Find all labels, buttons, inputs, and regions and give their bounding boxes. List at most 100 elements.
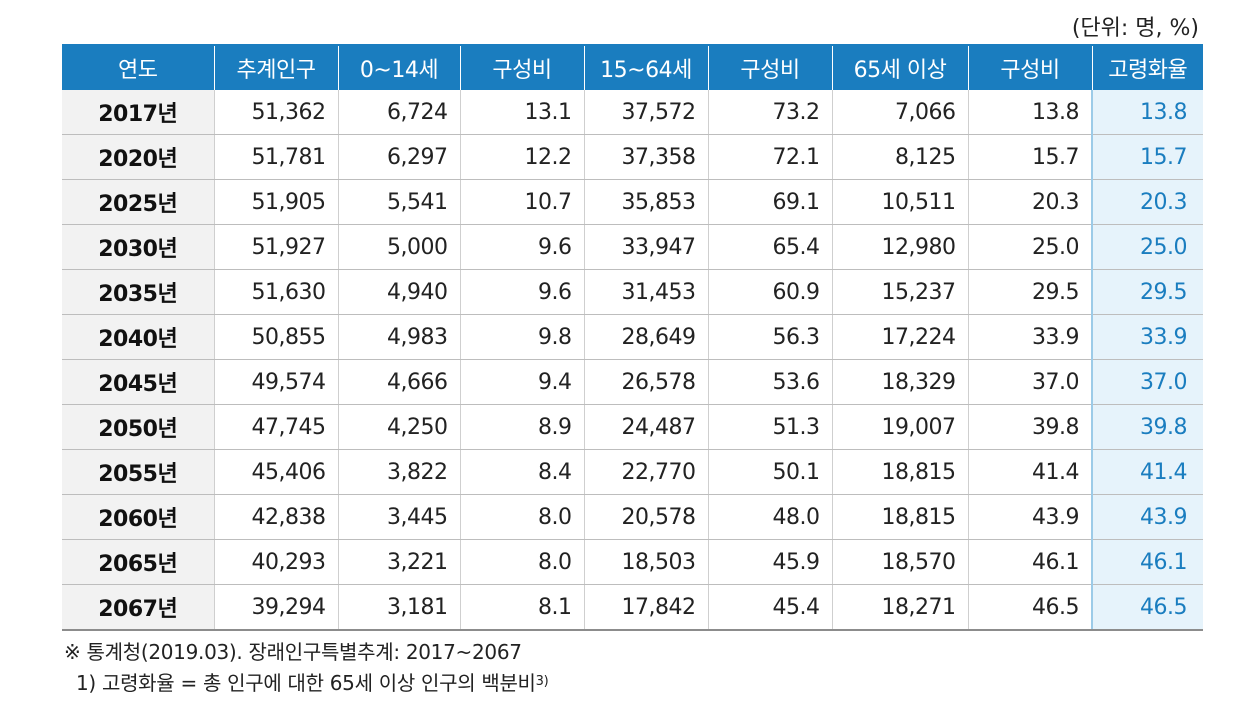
age-65-plus-cell: 7,066 xyxy=(831,90,968,135)
header-ratio-15-64: 구성비 xyxy=(707,44,832,90)
age-15-64-cell: 22,770 xyxy=(583,449,708,495)
total-population-cell: 47,745 xyxy=(213,404,338,450)
ratio-65-plus-cell: 46.5 xyxy=(967,584,1092,631)
age-65-plus-cell: 19,007 xyxy=(831,404,968,450)
ratio-0-14-cell: 9.4 xyxy=(459,359,584,405)
ratio-15-64-cell: 72.1 xyxy=(707,134,832,180)
population-table: 연도 추계인구 0~14세 구성비 15~64세 구성비 65세 이상 구성비 … xyxy=(62,44,1203,631)
ratio-15-64-cell: 65.4 xyxy=(707,224,832,270)
header-age-15-64: 15~64세 xyxy=(583,44,708,90)
year-cell: 2050년 xyxy=(62,404,214,450)
aging-rate-cell: 15.7 xyxy=(1091,134,1203,180)
table-row: 2025년 51,905 5,541 10.7 35,853 69.1 10,511 20.3… xyxy=(62,179,1203,225)
ratio-65-plus-cell: 33.9 xyxy=(967,314,1092,360)
age-65-plus-cell: 18,815 xyxy=(831,449,968,495)
table-row: 2045년 49,574 4,666 9.4 26,578 53.6 18,329 37.0 3… xyxy=(62,359,1203,405)
age-0-14-cell: 4,940 xyxy=(337,269,460,315)
table-row: 2020년 51,781 6,297 12.2 37,358 72.1 8,125 15.7 1… xyxy=(62,134,1203,180)
year-cell: 2055년 xyxy=(62,449,214,495)
ratio-0-14-cell: 9.8 xyxy=(459,314,584,360)
age-15-64-cell: 17,842 xyxy=(583,584,708,631)
total-population-cell: 50,855 xyxy=(213,314,338,360)
header-ratio-65-plus: 구성비 xyxy=(967,44,1092,90)
source-note: ※ 통계청(2019.03). 장래인구특별추계: 2017~2067 xyxy=(64,640,522,664)
age-65-plus-cell: 18,815 xyxy=(831,494,968,540)
ratio-15-64-cell: 48.0 xyxy=(707,494,832,540)
ratio-0-14-cell: 8.9 xyxy=(459,404,584,450)
year-cell: 2065년 xyxy=(62,539,214,585)
total-population-cell: 51,362 xyxy=(213,90,338,135)
age-65-plus-cell: 18,271 xyxy=(831,584,968,631)
age-15-64-cell: 37,572 xyxy=(583,90,708,135)
header-aging-rate: 고령화율 xyxy=(1091,44,1203,90)
footnote-text: 1) 고령화율 = 총 인구에 대한 65세 이상 인구의 백분비 xyxy=(76,671,536,695)
table-row: 2067년 39,294 3,181 8.1 17,842 45.4 18,271 46.5 4… xyxy=(62,584,1203,631)
ratio-15-64-cell: 56.3 xyxy=(707,314,832,360)
year-cell: 2017년 xyxy=(62,90,214,135)
age-15-64-cell: 35,853 xyxy=(583,179,708,225)
footnote: 1) 고령화율 = 총 인구에 대한 65세 이상 인구의 백분비3) xyxy=(64,667,549,698)
table-header-row: 연도 추계인구 0~14세 구성비 15~64세 구성비 65세 이상 구성비 … xyxy=(62,44,1203,90)
ratio-15-64-cell: 45.4 xyxy=(707,584,832,631)
total-population-cell: 40,293 xyxy=(213,539,338,585)
age-0-14-cell: 4,250 xyxy=(337,404,460,450)
age-0-14-cell: 3,221 xyxy=(337,539,460,585)
total-population-cell: 51,905 xyxy=(213,179,338,225)
aging-rate-cell: 41.4 xyxy=(1091,449,1203,495)
ratio-15-64-cell: 73.2 xyxy=(707,90,832,135)
age-15-64-cell: 33,947 xyxy=(583,224,708,270)
ratio-15-64-cell: 51.3 xyxy=(707,404,832,450)
total-population-cell: 45,406 xyxy=(213,449,338,495)
ratio-65-plus-cell: 39.8 xyxy=(967,404,1092,450)
year-cell: 2025년 xyxy=(62,179,214,225)
year-cell: 2030년 xyxy=(62,224,214,270)
ratio-15-64-cell: 53.6 xyxy=(707,359,832,405)
ratio-0-14-cell: 8.0 xyxy=(459,539,584,585)
ratio-15-64-cell: 45.9 xyxy=(707,539,832,585)
year-cell: 2060년 xyxy=(62,494,214,540)
aging-rate-cell: 43.9 xyxy=(1091,494,1203,540)
age-65-plus-cell: 10,511 xyxy=(831,179,968,225)
age-15-64-cell: 18,503 xyxy=(583,539,708,585)
age-15-64-cell: 28,649 xyxy=(583,314,708,360)
ratio-0-14-cell: 8.4 xyxy=(459,449,584,495)
aging-rate-cell: 29.5 xyxy=(1091,269,1203,315)
age-0-14-cell: 6,297 xyxy=(337,134,460,180)
header-age-0-14: 0~14세 xyxy=(337,44,460,90)
ratio-0-14-cell: 9.6 xyxy=(459,269,584,315)
ratio-65-plus-cell: 46.1 xyxy=(967,539,1092,585)
aging-rate-cell: 25.0 xyxy=(1091,224,1203,270)
age-65-plus-cell: 8,125 xyxy=(831,134,968,180)
ratio-0-14-cell: 10.7 xyxy=(459,179,584,225)
aging-rate-cell: 33.9 xyxy=(1091,314,1203,360)
table-row: 2060년 42,838 3,445 8.0 20,578 48.0 18,815 43.9 4… xyxy=(62,494,1203,540)
ratio-65-plus-cell: 20.3 xyxy=(967,179,1092,225)
ratio-65-plus-cell: 43.9 xyxy=(967,494,1092,540)
table-row: 2040년 50,855 4,983 9.8 28,649 56.3 17,224 33.9 3… xyxy=(62,314,1203,360)
ratio-15-64-cell: 50.1 xyxy=(707,449,832,495)
age-15-64-cell: 31,453 xyxy=(583,269,708,315)
footnote-ref: 3) xyxy=(535,674,549,689)
year-cell: 2035년 xyxy=(62,269,214,315)
age-0-14-cell: 4,983 xyxy=(337,314,460,360)
ratio-0-14-cell: 9.6 xyxy=(459,224,584,270)
age-0-14-cell: 3,181 xyxy=(337,584,460,631)
year-cell: 2067년 xyxy=(62,584,214,631)
age-65-plus-cell: 18,329 xyxy=(831,359,968,405)
ratio-65-plus-cell: 13.8 xyxy=(967,90,1092,135)
age-0-14-cell: 4,666 xyxy=(337,359,460,405)
table-row: 2050년 47,745 4,250 8.9 24,487 51.3 19,007 39.8 3… xyxy=(62,404,1203,450)
age-0-14-cell: 5,000 xyxy=(337,224,460,270)
year-cell: 2045년 xyxy=(62,359,214,405)
table-row: 2030년 51,927 5,000 9.6 33,947 65.4 12,980 25.0 2… xyxy=(62,224,1203,270)
age-15-64-cell: 37,358 xyxy=(583,134,708,180)
age-15-64-cell: 24,487 xyxy=(583,404,708,450)
table-row: 2055년 45,406 3,822 8.4 22,770 50.1 18,815 41.4 4… xyxy=(62,449,1203,495)
age-65-plus-cell: 17,224 xyxy=(831,314,968,360)
table-row: 2017년 51,362 6,724 13.1 37,572 73.2 7,066 13.8 1… xyxy=(62,90,1203,135)
ratio-0-14-cell: 12.2 xyxy=(459,134,584,180)
ratio-0-14-cell: 8.0 xyxy=(459,494,584,540)
header-ratio-0-14: 구성비 xyxy=(459,44,584,90)
header-total-population: 추계인구 xyxy=(213,44,338,90)
total-population-cell: 39,294 xyxy=(213,584,338,631)
